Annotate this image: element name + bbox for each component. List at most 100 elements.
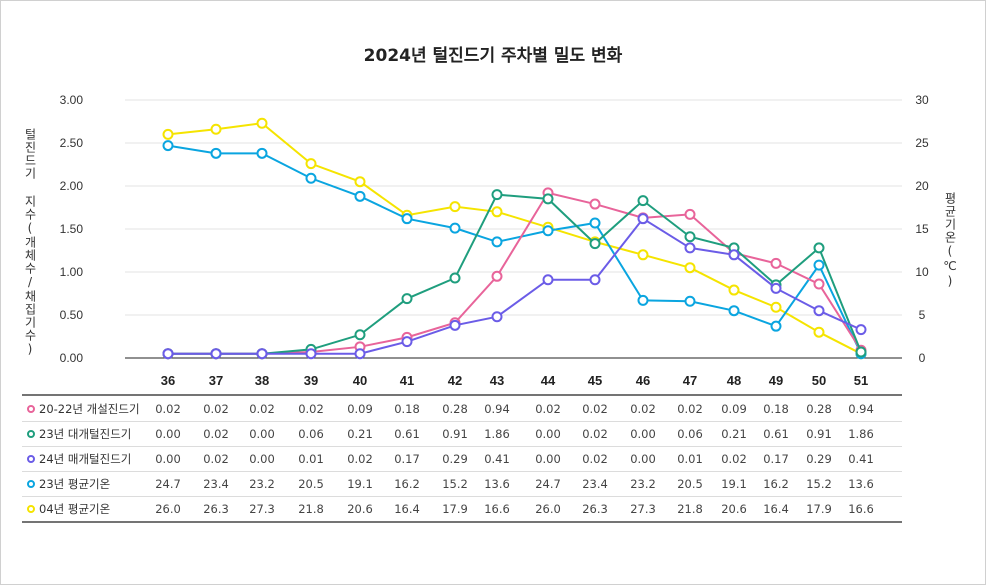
table-cell: 23.4 — [203, 477, 229, 491]
x-tick-label: 38 — [255, 373, 269, 388]
table-cell: 0.00 — [535, 452, 561, 466]
series-line — [167, 122, 862, 355]
data-point — [256, 117, 268, 129]
data-point — [449, 222, 461, 234]
legend-label: 23년 평균기온 — [39, 477, 110, 491]
data-point — [770, 282, 782, 294]
table-cell: 24.7 — [535, 477, 561, 491]
table-cell: 0.28 — [442, 402, 468, 416]
data-point — [162, 128, 174, 140]
table-cell: 0.02 — [630, 402, 656, 416]
x-tick-label: 51 — [854, 373, 868, 388]
table-cell: 16.2 — [763, 477, 789, 491]
y-axis-label: 털진드기 지수(개체수/채집기수) — [23, 128, 37, 357]
table-cell: 16.4 — [763, 502, 789, 516]
data-point — [210, 348, 222, 360]
table-cell: 0.41 — [484, 452, 510, 466]
table-cell: 0.00 — [535, 427, 561, 441]
data-point — [491, 270, 503, 282]
data-point — [855, 324, 867, 336]
data-point — [684, 262, 696, 274]
table-cell: 26.3 — [203, 502, 229, 516]
table-cell: 0.21 — [721, 427, 747, 441]
table-cell: 26.3 — [582, 502, 608, 516]
table-cell: 26.0 — [155, 502, 181, 516]
table-cell: 0.02 — [582, 427, 608, 441]
table-cell: 1.86 — [848, 427, 874, 441]
gridlines — [125, 99, 902, 359]
data-point — [354, 176, 366, 188]
table-cell: 0.02 — [677, 402, 703, 416]
x-tick-label: 44 — [541, 373, 556, 388]
table-cell: 17.9 — [442, 502, 468, 516]
data-point — [491, 206, 503, 218]
y2-tick-label: 0 — [919, 351, 926, 365]
table-cell: 0.91 — [442, 427, 468, 441]
series-line — [168, 217, 862, 355]
legend-label: 23년 대개털진드기 — [39, 427, 131, 441]
series-line — [168, 193, 862, 355]
table-cell: 0.02 — [298, 402, 324, 416]
table-cell: 0.06 — [298, 427, 324, 441]
data-point — [162, 348, 174, 360]
data-point — [684, 295, 696, 307]
x-tick-label: 36 — [161, 373, 175, 388]
x-tick-label: 45 — [588, 373, 602, 388]
data-point — [728, 305, 740, 317]
table-row: 23년 평균기온 24.7 23.4 23.2 20.5 19.1 16.2 15.2 13.6… — [27, 477, 874, 491]
y2-tick-label: 15 — [915, 222, 929, 236]
x-tick-label: 43 — [490, 373, 504, 388]
table-cell: 0.02 — [535, 402, 561, 416]
table-cell: 0.29 — [442, 452, 468, 466]
data-point — [354, 348, 366, 360]
table-cell: 13.6 — [848, 477, 874, 491]
table-cell: 0.02 — [203, 452, 229, 466]
y2-tick-label: 20 — [915, 179, 929, 193]
data-point — [637, 213, 649, 225]
data-point — [449, 272, 461, 284]
y-tick-label: 2.50 — [60, 136, 84, 150]
table-cell: 0.61 — [394, 427, 420, 441]
table-cell: 16.6 — [848, 502, 874, 516]
data-point — [401, 293, 413, 305]
table-cell: 0.00 — [630, 452, 656, 466]
x-tick-label: 42 — [448, 373, 462, 388]
table-cell: 0.18 — [763, 402, 789, 416]
y-tick-label: 3.00 — [60, 93, 84, 107]
table-cell: 0.02 — [249, 402, 275, 416]
table-cell: 0.21 — [347, 427, 373, 441]
table-cell: 0.94 — [484, 402, 510, 416]
data-point — [637, 294, 649, 306]
data-point — [256, 348, 268, 360]
table-cell: 0.06 — [677, 427, 703, 441]
table-cell: 15.2 — [442, 477, 468, 491]
table-cell: 0.02 — [347, 452, 373, 466]
data-point — [210, 147, 222, 159]
table-cell: 20.5 — [298, 477, 324, 491]
table-cell: 15.2 — [806, 477, 832, 491]
data-point — [684, 231, 696, 243]
series-lines — [162, 117, 867, 360]
data-table: 20-22년 개설진드기 0.02 0.02 0.02 0.02 0.09 0.18 0.28… — [22, 394, 902, 523]
table-cell: 0.09 — [721, 402, 747, 416]
data-point — [589, 198, 601, 210]
x-tick-label: 37 — [209, 373, 223, 388]
table-row: 24년 매개털진드기 0.00 0.02 0.00 0.01 0.02 0.17 0.29 0.… — [27, 452, 874, 466]
data-point — [210, 123, 222, 135]
y2-tick-label: 5 — [919, 308, 926, 322]
legend-label: 04년 평균기온 — [39, 502, 110, 516]
table-row: 23년 대개털진드기 0.00 0.02 0.00 0.06 0.21 0.61 0.91 1.… — [27, 427, 874, 441]
table-cell: 0.17 — [763, 452, 789, 466]
data-point — [813, 242, 825, 254]
data-point — [449, 201, 461, 213]
table-cell: 0.09 — [347, 402, 373, 416]
legend-marker-icon — [27, 430, 35, 438]
data-point — [401, 213, 413, 225]
data-point — [449, 319, 461, 331]
table-cell: 0.00 — [155, 452, 181, 466]
legend-marker-icon — [27, 505, 35, 513]
data-point — [491, 311, 503, 323]
y-tick-label: 0.00 — [60, 351, 84, 365]
data-point — [589, 238, 601, 250]
